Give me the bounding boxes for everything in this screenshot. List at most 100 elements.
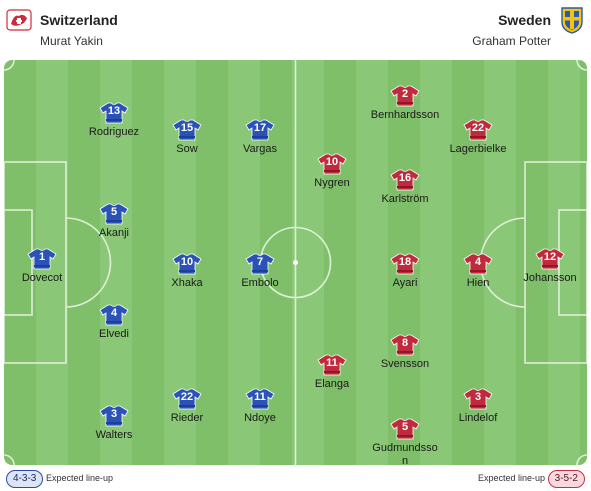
player-name: Lindelof [458,412,498,424]
home-player[interactable]: 17 Vargas [220,119,300,156]
player-number: 5 [401,421,409,433]
pitch-markings [4,60,587,465]
player-number: 8 [401,337,409,349]
player-number: 22 [471,122,485,134]
player-name: Vargas [242,143,278,155]
away-player[interactable]: 18 Ayari [365,253,445,290]
away-player[interactable]: 12 Johansson [510,248,587,285]
jersey-icon: 4 [463,253,493,275]
jersey-icon: 13 [99,102,129,124]
player-number: 10 [180,256,194,268]
jersey-icon: 15 [172,119,202,141]
home-player[interactable]: 5 Akanji [74,203,154,240]
player-name: Rodriguez [88,126,140,138]
away-player[interactable]: 5 Gudmundsson [365,418,445,465]
jersey-icon: 22 [463,119,493,141]
away-formation-badge: 3-5-2 [547,470,585,488]
jersey-icon: 8 [390,334,420,356]
jersey-icon: 7 [245,253,275,275]
player-number: 13 [107,105,121,117]
player-name: Nygren [314,177,350,189]
match-header: Switzerland Murat Yakin Sweden Graham Po… [0,0,591,60]
home-lineup-label: Expected line-up [46,473,114,483]
player-name: Rieder [170,412,204,424]
player-number: 18 [398,256,412,268]
home-player[interactable]: 15 Sow [147,119,227,156]
jersey-icon: 18 [390,253,420,275]
player-name: Ndoye [244,412,276,424]
home-player[interactable]: 10 Xhaka [147,253,227,290]
player-name: Dovecot [21,272,63,284]
away-player[interactable]: 4 Hien [438,253,518,290]
jersey-icon: 12 [535,248,565,270]
away-lineup-label: Expected line-up [477,473,545,483]
player-number: 5 [110,206,118,218]
away-player[interactable]: 11 Elanga [292,354,372,391]
away-player[interactable]: 2 Bernhardsson [365,85,445,122]
player-name: Gudmundsson [372,442,438,465]
away-player[interactable]: 10 Nygren [292,153,372,190]
player-name: Ayari [392,277,418,289]
jersey-icon: 16 [390,169,420,191]
player-name: Elanga [314,378,350,390]
player-number: 4 [474,256,482,268]
jersey-icon: 5 [99,203,129,225]
home-player[interactable]: 13 Rodriguez [74,102,154,139]
lineup-footer: 4-3-3 Expected line-up Expected line-up … [0,465,591,491]
jersey-icon: 1 [27,248,57,270]
player-name: Bernhardsson [370,109,440,121]
switzerland-crest-icon [6,4,32,34]
sweden-crest-icon [559,4,585,34]
jersey-icon: 10 [172,253,202,275]
home-player[interactable]: 3 Walters [74,405,154,442]
jersey-icon: 5 [390,418,420,440]
player-name: Walters [95,429,133,441]
player-number: 15 [180,122,194,134]
player-number: 16 [398,172,412,184]
player-name: Xhaka [171,277,203,289]
player-number: 3 [110,408,118,420]
player-name: Lagerbielke [449,143,507,155]
player-number: 11 [326,357,338,369]
home-team-name: Switzerland [40,12,118,28]
jersey-icon: 3 [99,405,129,427]
away-player[interactable]: 16 Karlström [365,169,445,206]
home-player[interactable]: 11 Ndoye [220,388,300,425]
home-player[interactable]: 22 Rieder [147,388,227,425]
home-player[interactable]: 4 Elvedi [74,304,154,341]
player-number: 4 [110,307,118,319]
jersey-icon: 17 [245,119,275,141]
player-number: 2 [401,88,409,100]
player-name: Embolo [241,277,279,289]
player-number: 17 [253,122,267,134]
jersey-icon: 11 [317,354,347,376]
jersey-icon: 11 [245,388,275,410]
jersey-icon: 3 [463,388,493,410]
away-player[interactable]: 8 Svensson [365,334,445,371]
player-number: 3 [474,391,482,403]
player-name: Svensson [380,358,430,370]
player-name: Hien [466,277,490,289]
away-player[interactable]: 22 Lagerbielke [438,119,518,156]
player-name: Johansson [523,272,577,284]
player-number: 11 [254,391,266,403]
player-name: Elvedi [99,328,129,340]
away-coach-name: Graham Potter [472,34,551,48]
jersey-icon: 10 [317,153,347,175]
player-number: 12 [543,251,557,263]
player-number: 10 [325,156,339,168]
home-player[interactable]: 7 Embolo [220,253,300,290]
away-team-name: Sweden [498,12,551,28]
player-name: Karlström [381,193,429,205]
player-number: 7 [256,256,264,268]
player-name: Sow [176,143,198,155]
home-formation-badge: 4-3-3 [6,470,44,488]
jersey-icon: 4 [99,304,129,326]
football-pitch: 1 Dovecot 13 Rodriguez 5 Akanji 4 Elvedi 3 Walter… [4,60,587,465]
jersey-icon: 22 [172,388,202,410]
player-name: Akanji [99,227,129,239]
away-player[interactable]: 3 Lindelof [438,388,518,425]
home-player[interactable]: 1 Dovecot [4,248,82,285]
player-number: 22 [180,391,194,403]
home-coach-name: Murat Yakin [40,34,103,48]
